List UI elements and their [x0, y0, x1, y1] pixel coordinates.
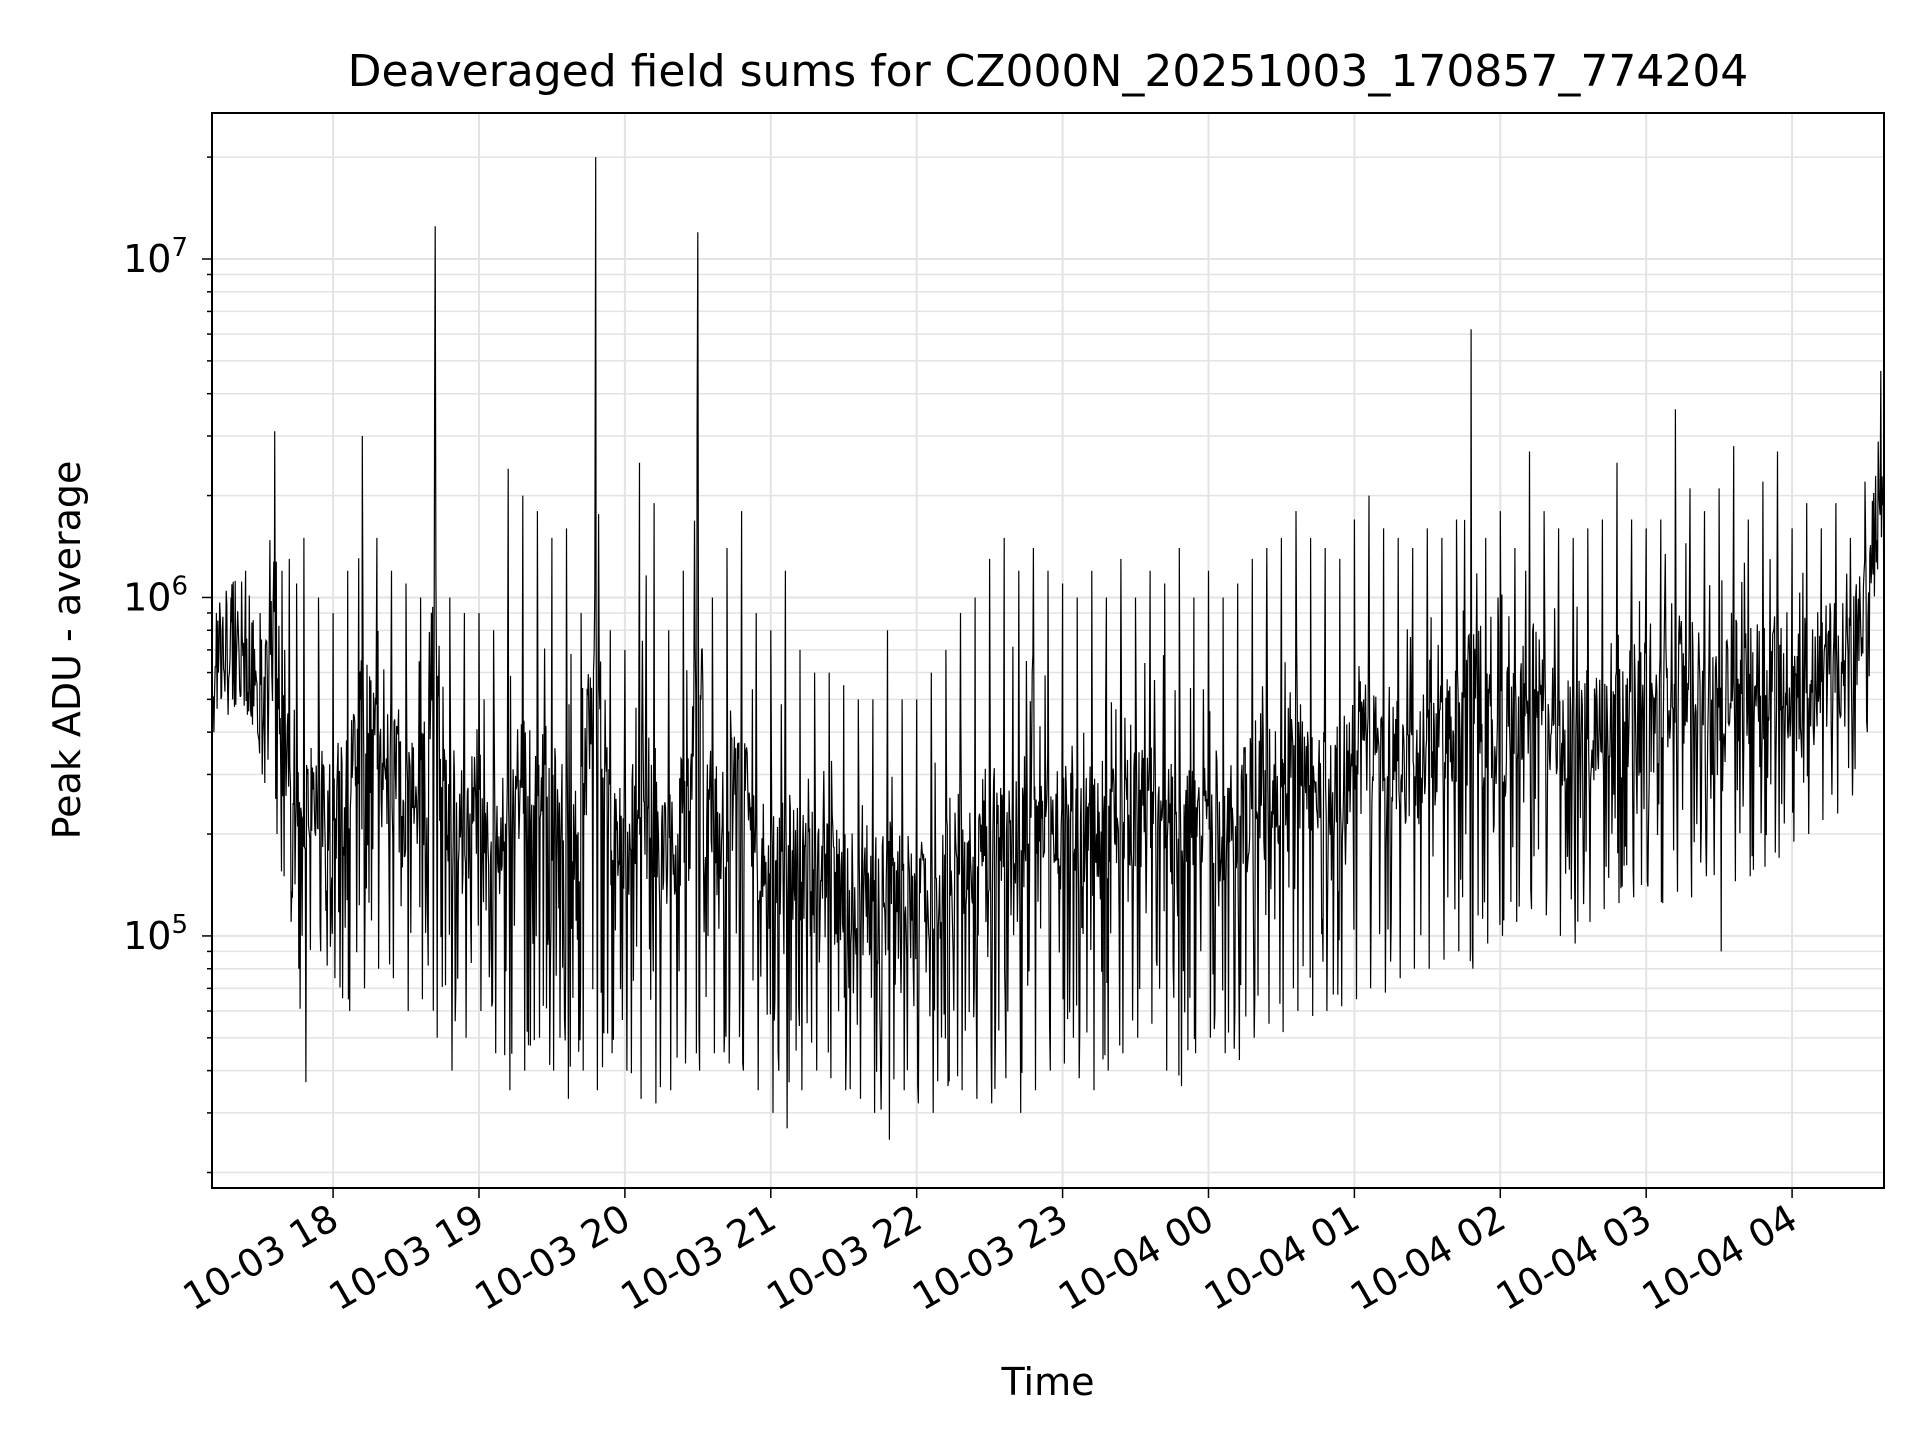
y-axis-label: Peak ADU - average [45, 461, 89, 840]
chart-title: Deaveraged field sums for CZ000N_2025100… [348, 46, 1749, 97]
y-tick-label: 105 [123, 910, 188, 958]
y-tick-label: 107 [123, 233, 188, 281]
series-line [211, 157, 1885, 1140]
series-peak-adu [211, 157, 1885, 1140]
y-tick-label: 106 [123, 571, 188, 619]
x-axis-label: Time [1001, 1360, 1095, 1404]
